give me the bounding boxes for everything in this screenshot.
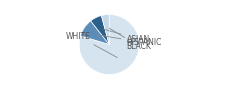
Text: HISPANIC: HISPANIC	[97, 35, 162, 47]
Wedge shape	[79, 14, 139, 74]
Text: ASIAN: ASIAN	[104, 29, 150, 44]
Text: WHITE: WHITE	[66, 32, 117, 58]
Wedge shape	[91, 16, 109, 44]
Wedge shape	[80, 21, 109, 44]
Text: BLACK: BLACK	[109, 28, 151, 51]
Wedge shape	[101, 14, 109, 44]
